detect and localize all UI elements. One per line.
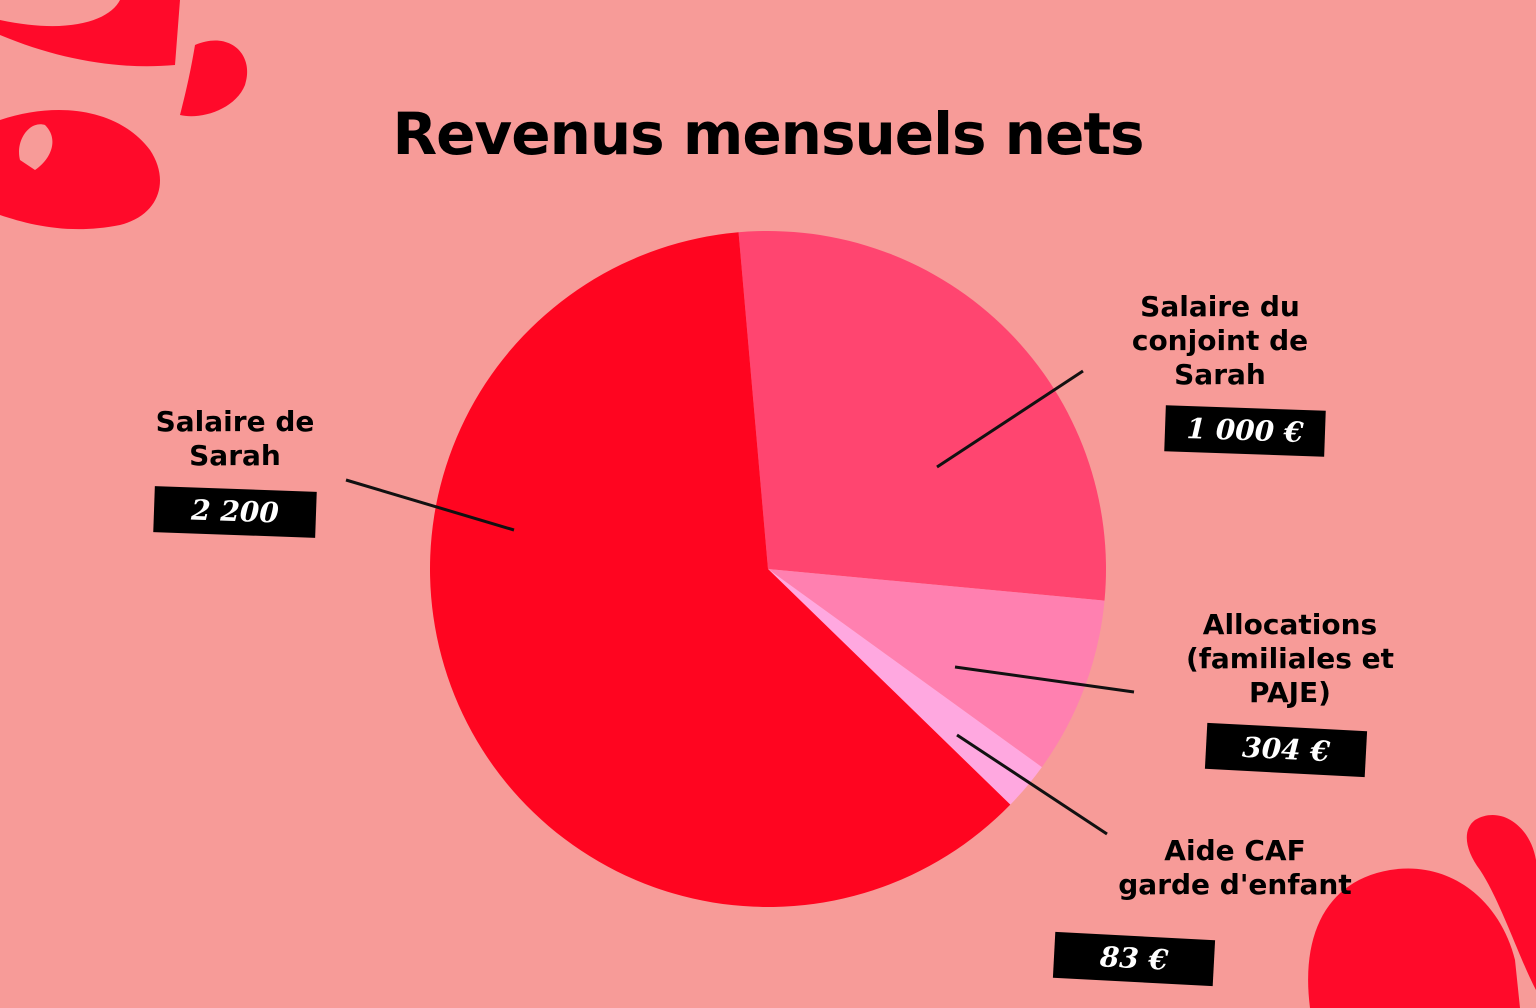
decorative-swirl-bottom-right	[1308, 814, 1536, 1008]
pie-slice-allocations	[768, 569, 1105, 768]
slice-label-sarah: Salaire de Sarah	[155, 405, 315, 472]
slice-value-sarah: 2 200	[153, 486, 317, 538]
slice-label-aide: Aide CAF garde d'enfant	[1118, 834, 1352, 901]
leader-lines	[345, 369, 1135, 836]
leader-line-aide	[956, 733, 1108, 836]
slice-value-allocations: 304 €	[1204, 722, 1368, 778]
leader-line-conjoint	[936, 369, 1084, 469]
pie-slice-sarah	[430, 232, 1011, 907]
leader-line-allocations	[954, 665, 1135, 694]
pie-slice-conjoint	[738, 231, 1106, 601]
pie-slices	[430, 231, 1106, 907]
slice-label-conjoint: Salaire du conjoint de Sarah	[1131, 290, 1309, 391]
decorative-swirl-top-left	[0, 0, 248, 230]
chart-title: Revenus mensuels nets	[392, 100, 1144, 168]
slice-value-aide: 83 €	[1052, 931, 1216, 987]
slice-label-allocations: Allocations (familiales et PAJE)	[1185, 608, 1395, 709]
leader-line-sarah	[345, 478, 515, 532]
slice-value-conjoint: 1 000 €	[1164, 405, 1326, 457]
